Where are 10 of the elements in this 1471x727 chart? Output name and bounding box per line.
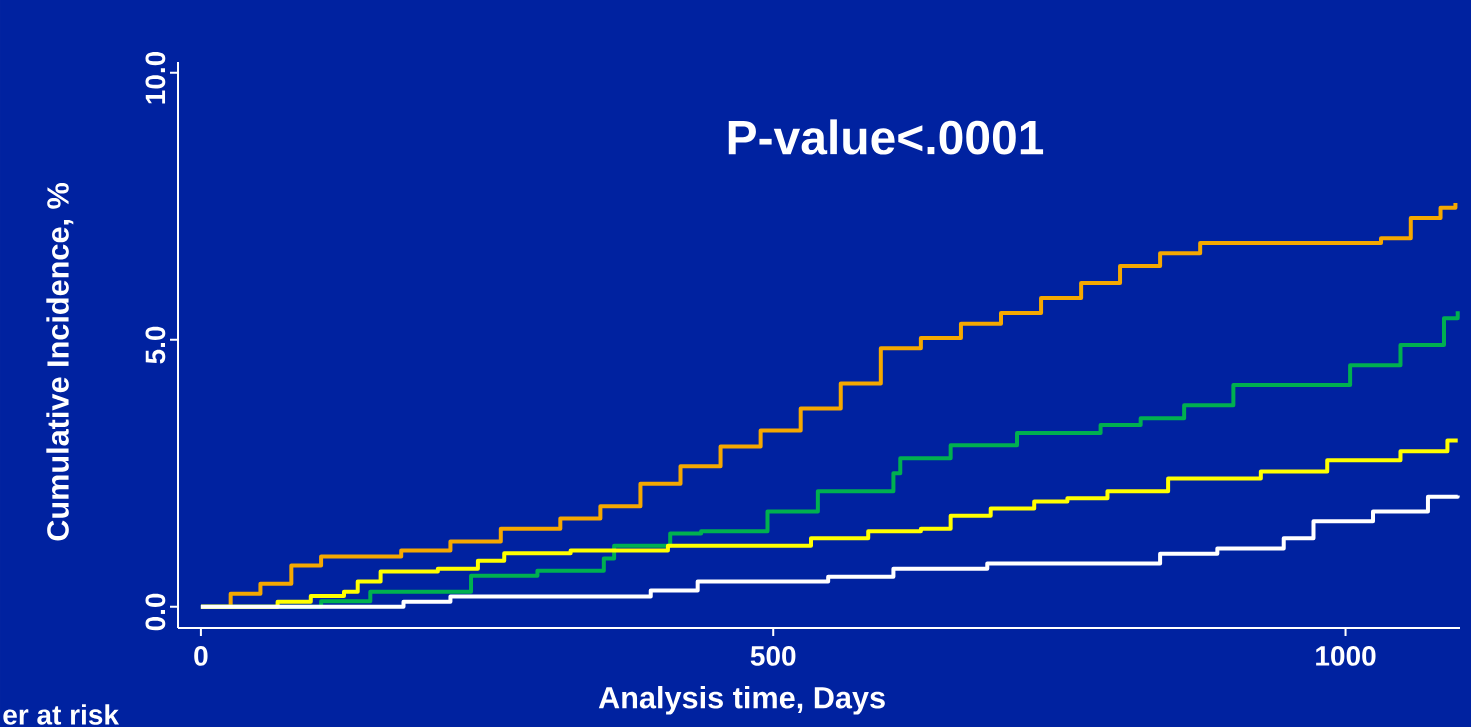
y-tick-label: 0.0 (145, 593, 166, 631)
annotation: P-value<.0001 (728, 119, 1044, 155)
x-axis-title: Analysis time, Days (598, 686, 885, 715)
y-tick-label: 10.0 (145, 51, 166, 104)
x-tick-label: 500 (750, 646, 796, 666)
y-axis-title: Cumulative Incidence, % (46, 182, 74, 541)
text: er at risk (3, 704, 120, 725)
x-tick-label: 1000 (1316, 646, 1376, 666)
x-tick-label: 0 (194, 646, 208, 666)
y-tick-label: 5.0 (145, 326, 166, 364)
